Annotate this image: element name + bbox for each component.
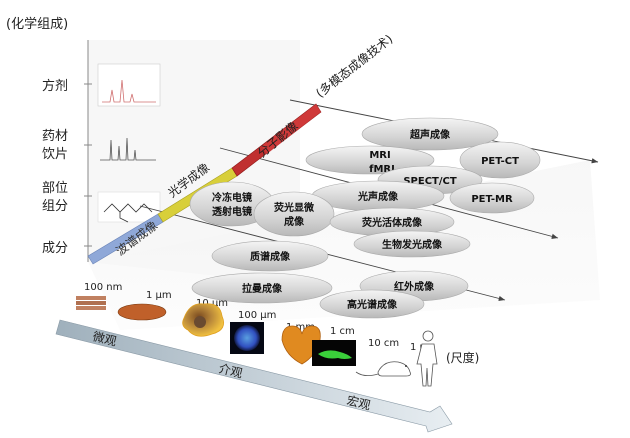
y-level-label: 部位	[42, 181, 68, 196]
ellipse-mass-spec: 质谱成像	[211, 240, 329, 272]
mouse-icon	[355, 361, 411, 377]
y-level-label: 药材	[42, 129, 68, 144]
scale-label: 100 nm	[84, 282, 122, 293]
spectrum-thumbnail	[100, 137, 156, 161]
ellipse-pet-mr: PET-MR	[449, 182, 535, 214]
ellipse-fluorescence-in-vivo: 荧光活体成像	[329, 207, 455, 237]
ellipse-label: 红外成像	[394, 280, 435, 293]
heart-organ-icon	[281, 325, 321, 365]
nanofiber-icon	[76, 296, 106, 310]
scale-label: 1 cm	[330, 326, 355, 337]
ellipse-label: 荧光活体成像	[362, 216, 423, 229]
y-level-label: 方剂	[42, 78, 68, 94]
ellipse-label: SPECT/CT	[403, 176, 457, 187]
ellipse-label: MRI	[369, 150, 390, 161]
ellipse-label: 生物发光成像	[382, 238, 443, 251]
scale-label: 1 m	[410, 342, 429, 353]
x-axis-title: (尺度)	[446, 350, 479, 365]
ellipse-label: 荧光显微	[274, 201, 315, 214]
technique-bar-segment-multimodal	[262, 104, 321, 154]
ellipse-label: 高光谱成像	[347, 298, 398, 311]
ellipse-label: 成像	[284, 215, 305, 228]
cell-icon	[182, 303, 225, 337]
ellipse-bioluminescence: 生物发光成像	[353, 230, 471, 258]
ellipse-cryo-em: 冷冻电镜 透射电镜	[189, 181, 275, 227]
range-label-macro: 宏观	[345, 392, 372, 412]
y-level-label: 成分	[42, 241, 68, 256]
y-level-label: 组分	[42, 199, 68, 214]
ellipse-pet-ct: PET-CT	[459, 141, 541, 179]
ellipse-ultrasound: 超声成像	[361, 117, 499, 151]
ellipse-fluorescence-microscopy: 荧光显微 成像	[253, 191, 335, 237]
y-axis-title: (化学组成)	[6, 16, 68, 32]
scale-label: 1 μm	[146, 290, 172, 301]
y-level-label: 饮片	[42, 147, 68, 162]
tissue-sample-icon	[117, 303, 167, 321]
zebrafish-micrograph-icon	[312, 340, 356, 366]
ellipse-label: 拉曼成像	[242, 282, 283, 295]
scale-label: 10 cm	[368, 338, 399, 349]
human-figure-icon	[416, 330, 438, 387]
scale-label: 100 μm	[238, 310, 276, 321]
ellipse-raman: 拉曼成像	[191, 272, 333, 304]
range-label-micro: 微观	[91, 329, 118, 348]
ellipse-label: 冷冻电镜	[212, 191, 252, 204]
ellipse-label: fMRI	[369, 164, 395, 175]
scale-label: 10 μm	[196, 298, 228, 309]
ellipse-label: 超声成像	[409, 128, 451, 141]
molecule-thumbnail	[97, 191, 161, 223]
ellipse-fmri: fMRI	[369, 164, 395, 175]
scale-range-arrow	[55, 319, 453, 433]
ellipse-label: 透射电镜	[212, 205, 252, 218]
ellipse-label: 光声成像	[357, 190, 399, 203]
chromatogram-thumbnail	[97, 63, 161, 107]
technique-bar-label-multimodal: (多模态成像技术)	[313, 32, 395, 101]
scale-label: 1 mm	[286, 322, 315, 333]
ellipse-label: PET-MR	[471, 194, 513, 205]
nucleus-icon	[234, 325, 260, 351]
range-label-meso: 介观	[217, 361, 244, 380]
ellipse-label: PET-CT	[481, 156, 519, 167]
ellipse-hyperspectral: 高光谱成像	[319, 289, 425, 319]
ellipse-mri: MRI	[305, 145, 435, 175]
ellipse-label: 质谱成像	[250, 250, 291, 263]
